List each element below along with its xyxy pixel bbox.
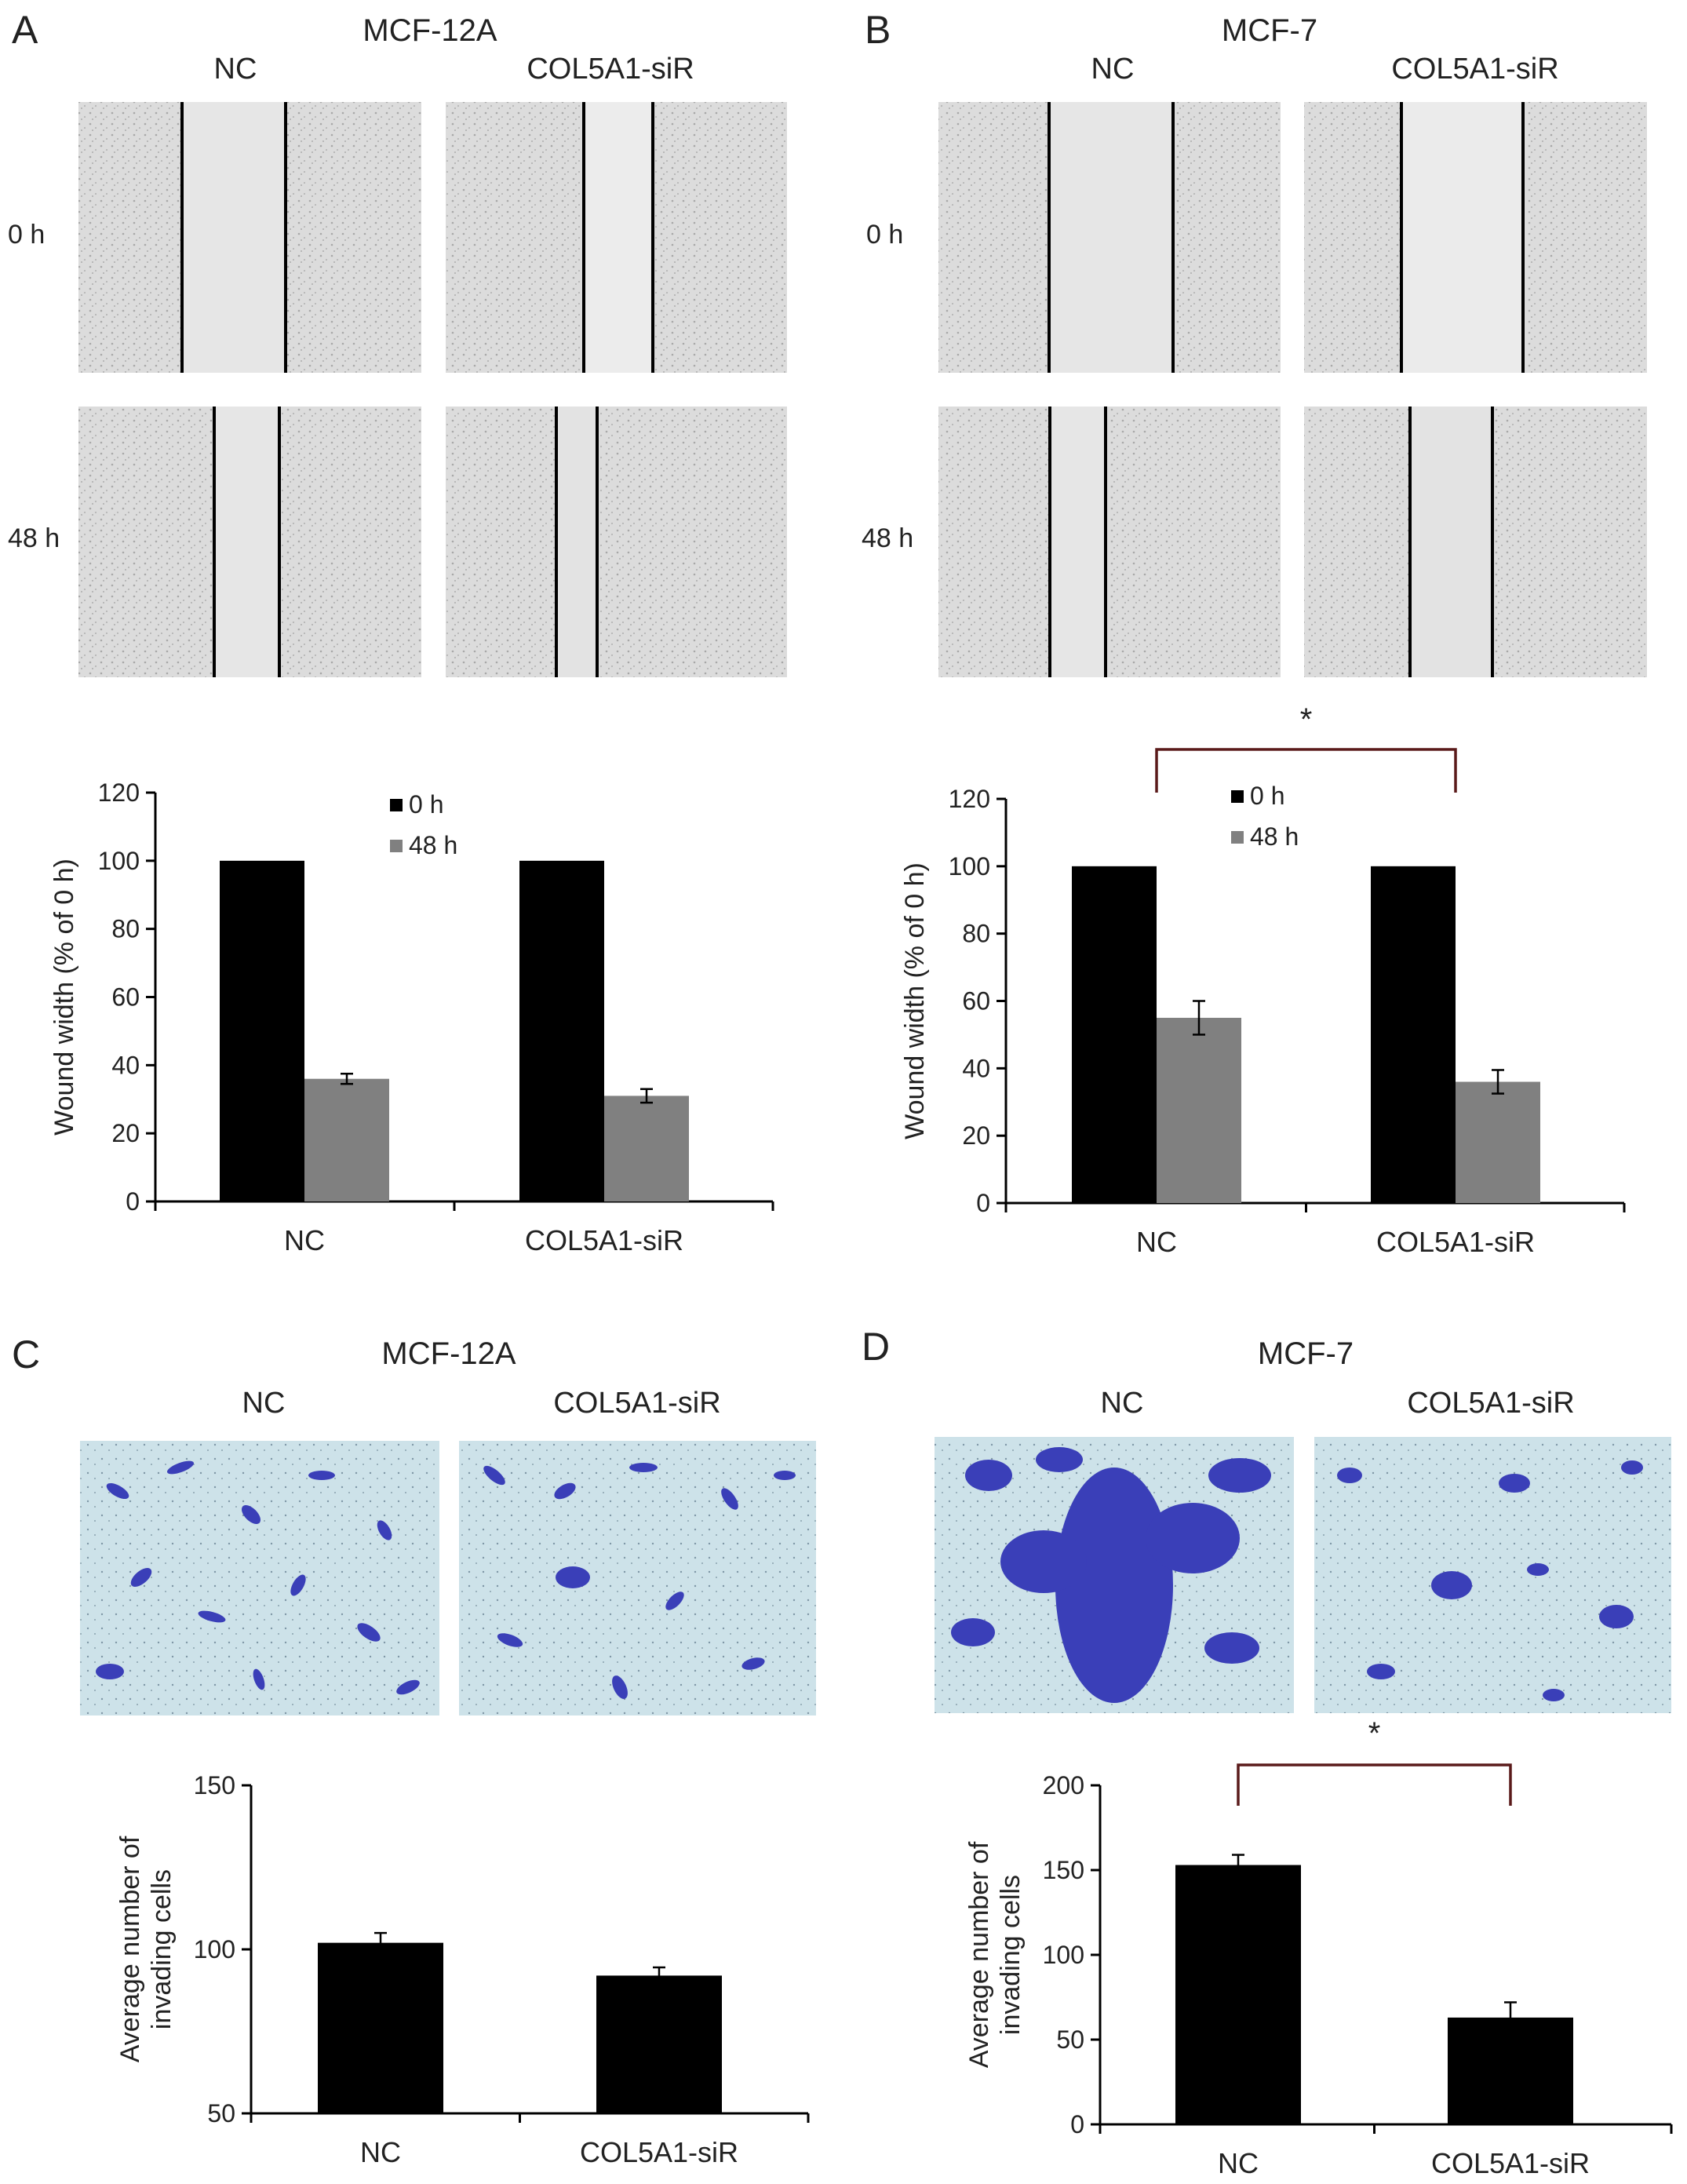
chart-b: 0 20 40 60 80 100 120 Wound width (% of 0 h) NC C… — [900, 702, 1626, 1258]
panel-letter-d: D — [862, 1325, 890, 1369]
x-category-label: NC — [1218, 2147, 1259, 2179]
y-tick-label: 40 — [111, 1051, 140, 1079]
bar-0h-col5a1-sir — [519, 860, 604, 1201]
legend-swatch — [390, 799, 403, 811]
panel-b-title: MCF-7 — [1222, 13, 1317, 48]
bar-nc — [1175, 1865, 1301, 2124]
bar-0h-col5a1-sir — [1371, 866, 1456, 1203]
y-axis-title-line1: Average number of — [964, 1841, 994, 2068]
y-tick-label: 80 — [962, 920, 990, 948]
legend-swatch — [1231, 831, 1244, 844]
panel-c-image-nc — [80, 1441, 439, 1715]
y-tick-label: 0 — [976, 1189, 990, 1217]
panel-d-title: MCF-7 — [1258, 1336, 1354, 1371]
y-tick-label: 100 — [194, 1935, 235, 1963]
panel-d-image-nc — [935, 1437, 1294, 1713]
bar-col5a1-sir — [1448, 2017, 1573, 2124]
panel-a-image-nc-48h — [78, 407, 421, 677]
bar-col5a1-sir — [596, 1975, 722, 2113]
y-axis-title-line2: invading cells — [147, 1869, 177, 2029]
panel-d-col-label-nc: NC — [1101, 1387, 1144, 1420]
panel-b-col-label-nc: NC — [1091, 53, 1135, 86]
y-axis-title-line1: Average number of — [115, 1836, 145, 2062]
legend-swatch — [390, 840, 403, 852]
y-tick-label: 0 — [1070, 2110, 1084, 2138]
panel-c-image-sir — [459, 1441, 816, 1715]
panel-b-image-nc-48h — [938, 407, 1281, 677]
significance-bracket — [1237, 1763, 1512, 1806]
y-tick-label: 20 — [962, 1121, 990, 1150]
panel-a-title: MCF-12A — [363, 13, 497, 48]
x-category-label: NC — [284, 1224, 325, 1256]
panel-c-title: MCF-12A — [381, 1336, 516, 1371]
panel-letter-c: C — [12, 1333, 40, 1376]
significance-star: * — [1368, 1716, 1381, 1751]
panel-a-col-label-nc: NC — [214, 53, 257, 86]
panel-b-image-sir-0h — [1304, 102, 1647, 373]
panel-d-col-label-sir: COL5A1-siR — [1407, 1387, 1574, 1420]
panel-a-col-label-sir: COL5A1-siR — [527, 53, 694, 86]
y-axis-title-line2: invading cells — [996, 1875, 1026, 2035]
panel-b-image-sir-48h — [1304, 407, 1647, 677]
legend-swatch — [1231, 790, 1244, 803]
panel-a-image-sir-48h — [446, 407, 787, 677]
bar-48h-col5a1-sir — [604, 1096, 689, 1201]
panel-b-row-label-0h: 0 h — [866, 220, 903, 250]
bar-48h-nc — [304, 1078, 389, 1201]
x-category-label: NC — [1136, 1226, 1177, 1258]
y-tick-label: 150 — [1043, 1856, 1084, 1884]
panel-letter-b: B — [865, 8, 891, 52]
x-category-label: COL5A1-siR — [580, 2136, 738, 2168]
y-axis-title: Wound width (% of 0 h) — [900, 862, 930, 1139]
y-tick-label: 150 — [194, 1771, 235, 1799]
y-tick-label: 60 — [962, 987, 990, 1015]
y-tick-label: 50 — [1056, 2025, 1084, 2054]
panel-d-image-sir — [1314, 1437, 1671, 1713]
y-tick-label: 100 — [1043, 1941, 1084, 1969]
y-tick-label: 100 — [949, 852, 990, 881]
bar-0h-nc — [1072, 866, 1157, 1203]
legend-label: 48 h — [409, 831, 457, 859]
panel-b-col-label-sir: COL5A1-siR — [1391, 53, 1558, 86]
x-category-label: NC — [360, 2136, 401, 2168]
legend-label: 48 h — [1250, 822, 1299, 851]
x-category-label: COL5A1-siR — [1376, 1226, 1535, 1258]
y-tick-label: 100 — [98, 847, 140, 875]
legend-label: 0 h — [1250, 782, 1284, 810]
y-tick-label: 80 — [111, 915, 140, 943]
y-tick-label: 200 — [1043, 1771, 1084, 1799]
bar-48h-col5a1-sir — [1456, 1081, 1540, 1203]
panel-b-row-label-48h: 48 h — [862, 523, 913, 553]
panel-a-image-nc-0h — [78, 102, 421, 373]
panel-b-image-nc-0h — [938, 102, 1281, 373]
x-category-label: COL5A1-siR — [525, 1224, 683, 1256]
y-tick-label: 120 — [949, 785, 990, 813]
y-tick-label: 0 — [126, 1187, 140, 1216]
bar-nc — [318, 1942, 443, 2113]
panel-a-row-label-48h: 48 h — [8, 523, 60, 553]
bar-48h-nc — [1157, 1017, 1241, 1203]
legend-label: 0 h — [409, 790, 443, 819]
y-tick-label: 50 — [207, 2099, 235, 2127]
chart-a: 0 20 40 60 80 100 120 Wound width (% of 0 h) NC C… — [49, 778, 774, 1256]
significance-bracket — [1155, 748, 1457, 793]
panel-letter-a: A — [12, 8, 38, 52]
chart-d: 0 50 100 150 200 Average number of invading ce… — [964, 1716, 1673, 2179]
panel-c-col-label-nc: NC — [242, 1387, 286, 1420]
y-tick-label: 40 — [962, 1054, 990, 1082]
x-category-label: COL5A1-siR — [1431, 2147, 1590, 2179]
panel-a-row-label-0h: 0 h — [8, 220, 45, 250]
bar-0h-nc — [220, 860, 304, 1201]
significance-star: * — [1300, 702, 1313, 737]
y-axis-title: Wound width (% of 0 h) — [49, 859, 79, 1136]
panel-c-col-label-sir: COL5A1-siR — [553, 1387, 720, 1420]
chart-c: 50 100 150 Average number of invading cells N… — [115, 1771, 810, 2168]
y-tick-label: 20 — [111, 1119, 140, 1147]
y-tick-label: 60 — [111, 983, 140, 1012]
y-tick-label: 120 — [98, 778, 140, 807]
panel-a-image-sir-0h — [446, 102, 787, 373]
